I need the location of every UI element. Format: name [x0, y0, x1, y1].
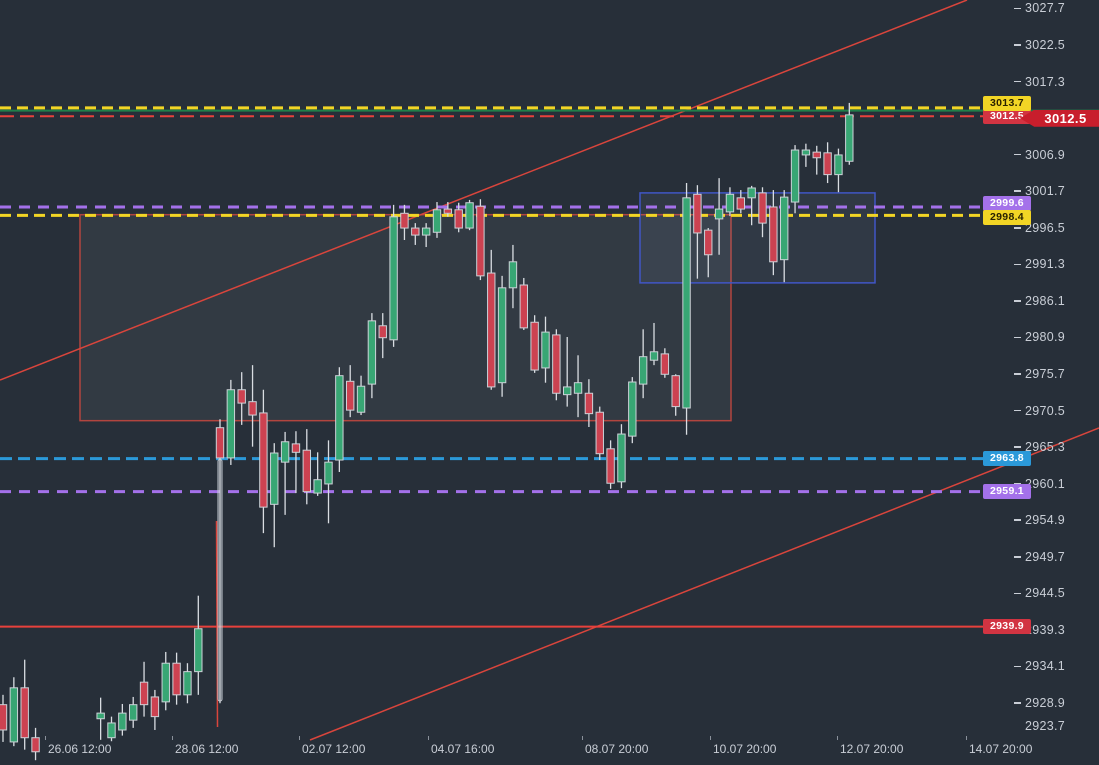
- crash-wick: [217, 458, 223, 702]
- candle-up: [118, 703, 127, 736]
- candle-down: [215, 419, 225, 704]
- candle-down: [606, 440, 615, 489]
- candle-up: [725, 187, 735, 217]
- candle-up: [465, 199, 474, 231]
- candle-up: [497, 275, 507, 397]
- candle-down: [530, 315, 539, 373]
- candle-up: [324, 440, 333, 524]
- candle-up: [714, 178, 724, 255]
- candle-up: [194, 595, 203, 695]
- candle-up: [9, 677, 19, 747]
- candle-up: [270, 443, 279, 548]
- trend-line[interactable]: [309, 427, 1099, 741]
- candle-up: [638, 329, 648, 399]
- candle-up: [780, 190, 789, 283]
- candle-down: [0, 694, 8, 742]
- candle-down: [487, 249, 496, 390]
- candle-up: [573, 355, 583, 418]
- candle-up: [107, 716, 116, 742]
- candle-down: [302, 429, 312, 505]
- candle-down: [150, 689, 160, 730]
- candle-down: [411, 223, 420, 245]
- candle-up: [563, 337, 572, 407]
- candle-up: [183, 663, 192, 704]
- candle-up: [335, 367, 344, 472]
- candle-up: [801, 143, 811, 167]
- candle-up: [129, 696, 138, 728]
- candle-down: [454, 202, 463, 233]
- candle-up: [682, 183, 691, 435]
- candle-up: [280, 431, 290, 515]
- candle-down: [552, 329, 561, 401]
- candle-down: [291, 431, 301, 494]
- candle-up: [747, 185, 756, 226]
- candle-up: [96, 697, 105, 740]
- candle-up: [628, 377, 637, 444]
- candle-down: [476, 199, 485, 281]
- candle-down: [584, 379, 594, 427]
- candle-up: [367, 313, 377, 399]
- candle-up: [432, 202, 442, 238]
- candle-up: [834, 148, 843, 193]
- candle-down: [671, 374, 680, 416]
- candle-down: [31, 727, 40, 761]
- candle-down: [248, 365, 257, 447]
- drawing-box[interactable]: [79, 213, 732, 422]
- candle-down: [237, 372, 246, 425]
- candle-down: [346, 365, 355, 418]
- candle-up: [313, 452, 322, 496]
- candle-down: [172, 652, 181, 705]
- candle-down: [736, 190, 745, 214]
- candle-down: [519, 277, 528, 330]
- candle-up: [161, 651, 170, 711]
- candle-up: [617, 424, 626, 489]
- candle-up: [845, 102, 854, 165]
- candle-down: [378, 313, 387, 359]
- candle-down: [704, 228, 713, 278]
- trend-line[interactable]: [215, 520, 219, 728]
- candle-down: [693, 185, 702, 279]
- candle-down: [400, 204, 409, 240]
- candle-down: [595, 406, 604, 461]
- candle-down: [443, 202, 453, 217]
- drawing-box[interactable]: [639, 192, 876, 284]
- candle-down: [139, 661, 149, 717]
- candle-down: [823, 142, 832, 184]
- candle-down: [660, 348, 670, 378]
- trend-line[interactable]: [0, 0, 968, 381]
- candle-up: [541, 316, 550, 383]
- candle-down: [20, 659, 29, 750]
- candle-up: [226, 379, 236, 465]
- candle-down: [758, 187, 767, 238]
- candle-down: [259, 389, 268, 534]
- candle-down: [769, 190, 778, 276]
- candle-up: [356, 375, 366, 416]
- candle-up: [508, 244, 518, 309]
- candle-up: [421, 223, 431, 248]
- candle-up: [389, 204, 398, 347]
- candle-up: [790, 145, 800, 214]
- candle-up: [649, 322, 659, 366]
- candle-down: [812, 145, 821, 175]
